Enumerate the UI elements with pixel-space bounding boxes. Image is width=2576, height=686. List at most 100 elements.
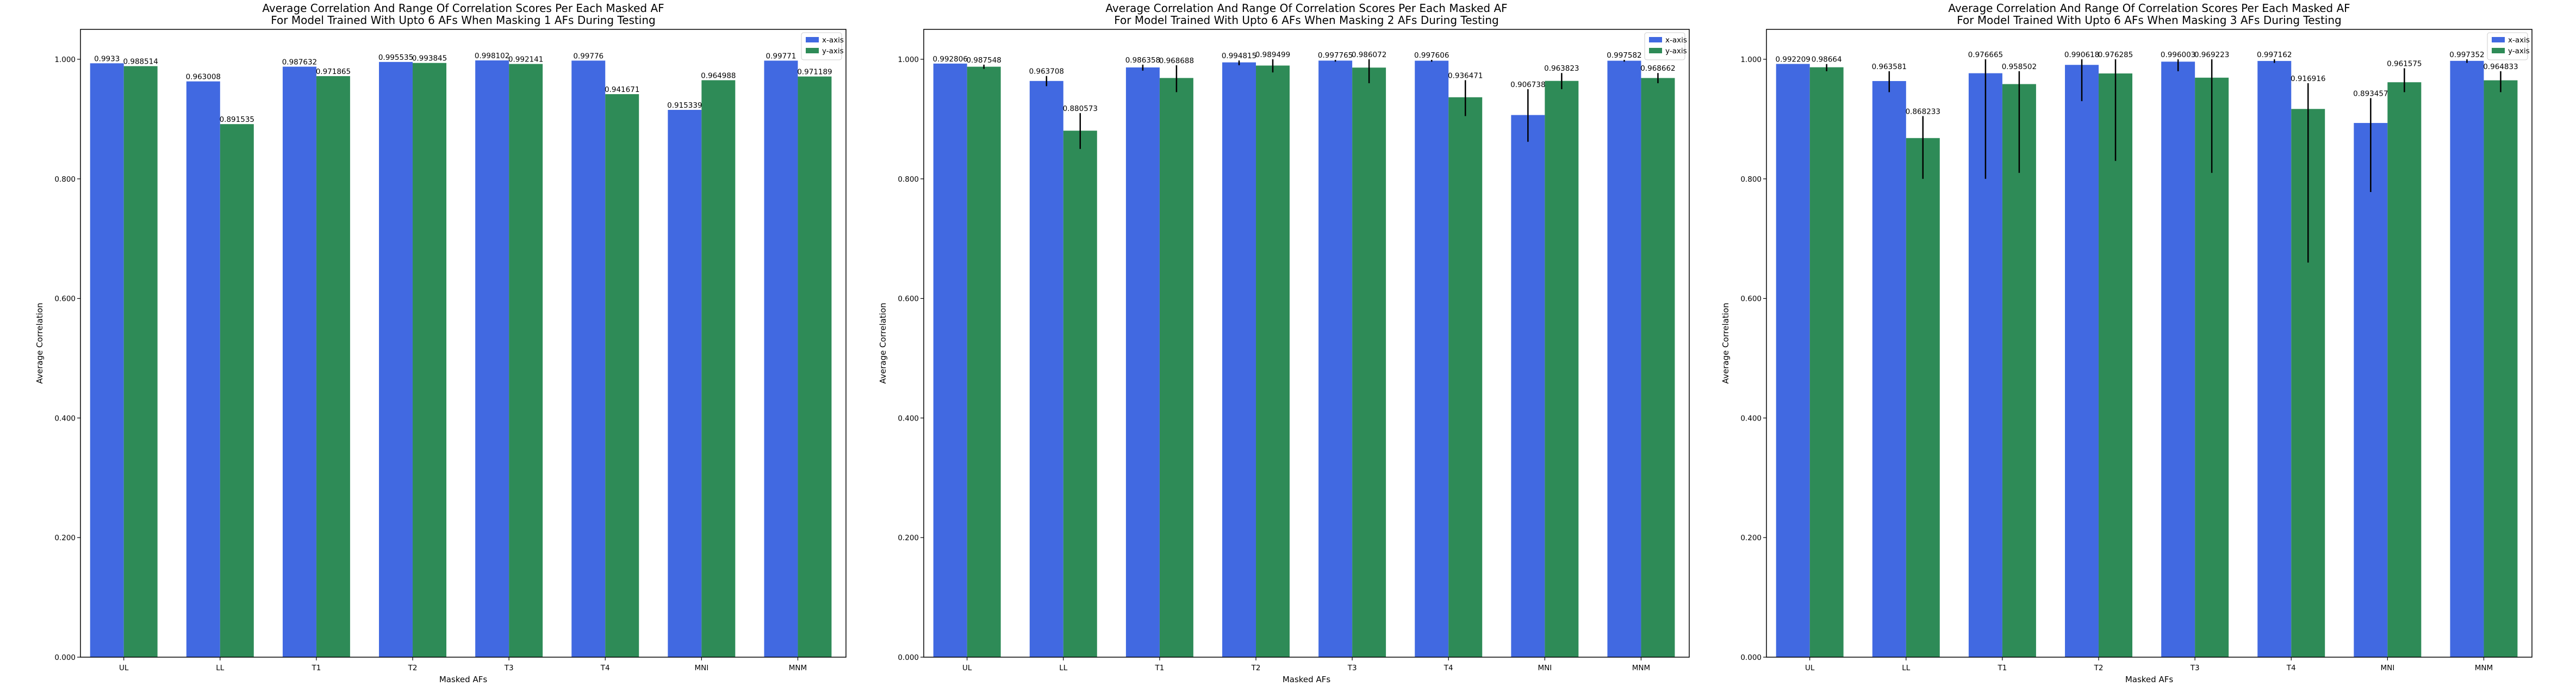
data-label: 0.990618 [2064, 51, 2099, 59]
data-label: 0.997162 [2257, 51, 2292, 59]
y-tick-label: 0.400 [1740, 414, 1762, 423]
y-tick-label: 0.000 [1740, 653, 1762, 662]
chart-title: Average Correlation And Range Of Correla… [1105, 2, 1507, 15]
chart-subtitle: For Model Trained With Upto 6 AFs When M… [271, 14, 655, 27]
x-tick-label: UL [119, 664, 129, 672]
x-tick-label: T2 [408, 664, 418, 672]
data-label: 0.936471 [1448, 71, 1483, 80]
y-tick-label: 0.000 [54, 653, 76, 662]
bar [2484, 80, 2518, 658]
bar [1545, 81, 1579, 657]
bar [701, 80, 736, 657]
bar [2002, 84, 2036, 657]
plot-frame [1766, 29, 2533, 658]
data-label: 0.997606 [1414, 51, 1449, 60]
x-tick-label: MNM [2475, 664, 2493, 672]
data-label: 0.99771 [766, 52, 797, 60]
bar [1906, 138, 1940, 658]
bar [2099, 73, 2133, 657]
x-tick-label: LL [1902, 664, 1911, 672]
series-2: 0.987548 0.880573 0.968688 0.989499 0.986072… [966, 51, 1676, 658]
data-label: 0.997582 [1607, 51, 1641, 60]
chart-title: Average Correlation And Range Of Correla… [262, 2, 664, 15]
bar [571, 60, 606, 657]
bar [220, 124, 254, 657]
bar [967, 66, 1001, 658]
y-axis-label: Average Correlation [35, 302, 45, 384]
bar [1809, 67, 1844, 658]
data-label: 0.971189 [797, 68, 832, 77]
x-axis-label: Masked AFs [1283, 675, 1331, 684]
x-tick-label: MNI [2380, 664, 2394, 672]
data-label: 0.963823 [1544, 64, 1579, 73]
bar [1511, 115, 1545, 657]
bar [475, 60, 509, 658]
bar [1063, 131, 1097, 657]
bar [1641, 78, 1675, 658]
chart-panel-3: Average Correlation And Range Of Correla… [1721, 2, 2533, 684]
data-label: 0.997352 [2449, 51, 2484, 59]
data-label: 0.993845 [412, 54, 447, 63]
bar [1352, 67, 1386, 658]
x-tick-label: MNI [1538, 664, 1552, 672]
data-label: 0.891535 [220, 115, 254, 124]
data-label: 0.893457 [2353, 89, 2388, 98]
data-label: 0.968688 [1159, 57, 1194, 65]
bar [605, 94, 639, 658]
data-label: 0.964833 [2483, 63, 2518, 71]
y-tick-label: 0.200 [1740, 534, 1762, 542]
data-label: 0.963008 [186, 73, 221, 82]
legend: x-axis y-axis [801, 32, 844, 60]
plot-frame [80, 29, 847, 658]
y-axis-label: Average Correlation [878, 302, 888, 384]
y-tick-label: 0.200 [54, 534, 76, 542]
data-label: 0.994815 [1222, 52, 1256, 60]
data-label: 0.996003 [2161, 51, 2195, 59]
y-tick-label: 0.800 [1740, 175, 1762, 184]
x-tick-label: LL [216, 664, 225, 672]
x-tick-label: T1 [1154, 664, 1164, 672]
y-tick-label: 0.000 [898, 653, 919, 662]
bar [1872, 81, 1906, 657]
data-label: 0.916916 [2291, 75, 2325, 83]
x-tick-label: T3 [1347, 664, 1357, 672]
x-tick-label: T2 [2094, 664, 2104, 672]
bar [2195, 77, 2229, 657]
bar [2354, 123, 2388, 657]
bar [2450, 60, 2484, 657]
bar [509, 64, 543, 657]
chart-panel-2: Average Correlation And Range Of Correla… [878, 2, 1690, 684]
legend: x-axis y-axis [2487, 32, 2530, 60]
bar [186, 81, 220, 657]
data-label: 0.992209 [1775, 55, 1810, 64]
bar [1029, 81, 1063, 658]
bar [1448, 97, 1483, 657]
x-tick-label: T3 [504, 664, 514, 672]
data-label: 0.976665 [1968, 51, 2003, 59]
bar [1256, 65, 1290, 657]
y-tick-label: 0.800 [54, 175, 76, 184]
y-tick-label: 0.800 [898, 175, 919, 184]
chart-panel-1: Average Correlation And Range Of Correla… [35, 2, 847, 684]
data-label: 0.997765 [1318, 51, 1353, 60]
legend-swatch [806, 37, 819, 42]
data-label: 0.906738 [1510, 81, 1545, 89]
x-tick-label: T3 [2190, 664, 2200, 672]
data-label: 0.989499 [1255, 51, 1290, 59]
data-label: 0.988514 [123, 58, 158, 66]
data-label: 0.880573 [1063, 104, 1098, 113]
bar [1222, 62, 1256, 658]
y-tick-label: 0.200 [898, 534, 919, 542]
legend-swatch [2492, 37, 2505, 42]
x-tick-label: LL [1059, 664, 1068, 672]
legend-label: y-axis [2508, 47, 2530, 55]
bar [123, 66, 158, 657]
data-label: 0.961575 [2387, 59, 2422, 68]
y-tick-label: 0.600 [54, 295, 76, 304]
bar [764, 60, 798, 657]
y-axis-label: Average Correlation [1721, 302, 1731, 384]
bar [90, 63, 124, 657]
bar [1159, 78, 1193, 658]
legend-swatch [1649, 37, 1662, 42]
